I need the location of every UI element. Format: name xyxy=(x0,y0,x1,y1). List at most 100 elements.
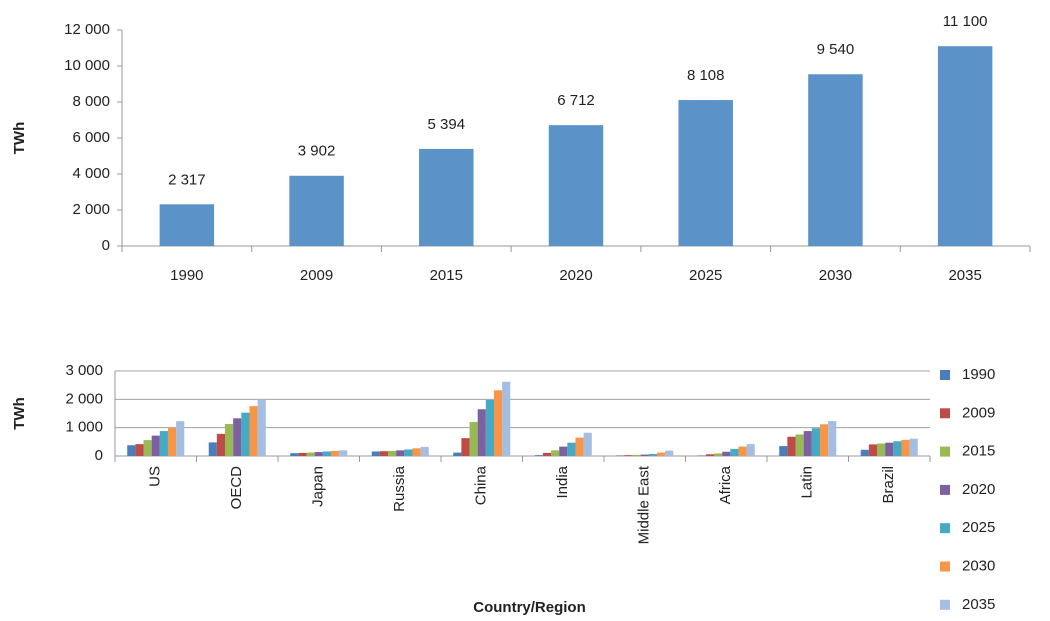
bar xyxy=(548,125,604,246)
x-tick-label: China xyxy=(473,465,490,505)
bar xyxy=(551,450,560,456)
bar xyxy=(419,148,474,246)
bar xyxy=(339,450,348,456)
bar xyxy=(461,438,470,456)
bar xyxy=(249,406,258,456)
value-label: 5 394 xyxy=(428,116,466,133)
x-tick-label: 2030 xyxy=(819,267,852,284)
bar xyxy=(714,453,723,456)
bar xyxy=(730,448,739,456)
x-tick-label: Japan xyxy=(310,466,327,507)
x-tick-label: Brazil xyxy=(880,466,897,504)
y-tick-label: 2 000 xyxy=(65,390,103,407)
legend-swatch xyxy=(940,523,950,534)
x-tick-label: 2009 xyxy=(300,267,333,284)
x-tick-label: 2015 xyxy=(430,267,463,284)
bar xyxy=(811,428,820,456)
bar xyxy=(937,46,993,247)
x-tick-label: Middle East xyxy=(636,465,653,544)
bar xyxy=(678,100,733,246)
x-tick-label: 2020 xyxy=(559,267,592,284)
bar xyxy=(665,450,674,456)
bar xyxy=(127,445,136,456)
bar xyxy=(159,204,215,246)
legend-swatch xyxy=(940,408,950,419)
bar xyxy=(705,454,715,456)
bar xyxy=(559,446,568,456)
bar xyxy=(412,448,421,456)
bar xyxy=(151,435,160,456)
bar xyxy=(722,451,731,456)
bar xyxy=(860,449,869,456)
bar xyxy=(803,431,812,456)
x-axis-label: Country/Region xyxy=(473,599,586,616)
y-tick-label: 3 000 xyxy=(65,362,103,379)
bar xyxy=(322,451,331,456)
bar xyxy=(828,421,837,456)
bar xyxy=(371,451,380,456)
bar xyxy=(241,412,250,456)
value-label: 8 108 xyxy=(687,67,725,84)
legend-swatch xyxy=(940,446,950,457)
bar xyxy=(808,74,863,246)
bar xyxy=(314,452,323,456)
y-tick-label: 8 000 xyxy=(72,93,110,110)
bar xyxy=(697,455,706,456)
y-axis-label: TWh xyxy=(11,122,28,154)
legend-label: 2020 xyxy=(962,481,995,498)
legend-swatch xyxy=(940,561,950,572)
bar xyxy=(159,431,168,456)
legend-label: 2030 xyxy=(962,557,995,574)
x-tick-label: 2025 xyxy=(689,267,722,284)
bar xyxy=(877,443,886,456)
bar xyxy=(632,454,641,456)
bar xyxy=(575,437,584,456)
bar xyxy=(289,175,344,246)
bar xyxy=(738,446,747,456)
x-tick-label: US xyxy=(147,466,164,487)
bar xyxy=(143,440,152,456)
value-label: 3 902 xyxy=(298,143,336,160)
bar xyxy=(420,446,429,456)
value-label: 9 540 xyxy=(817,41,855,58)
legend-label: 2009 xyxy=(962,404,995,421)
bar xyxy=(379,451,389,456)
bar xyxy=(404,449,413,456)
bar xyxy=(493,390,503,456)
bar xyxy=(746,444,755,456)
value-label: 6 712 xyxy=(557,92,595,109)
bar xyxy=(176,421,185,456)
x-tick-label: Russia xyxy=(391,465,408,512)
y-tick-label: 0 xyxy=(102,237,110,254)
bar xyxy=(616,455,625,456)
bar xyxy=(787,436,796,456)
y-tick-label: 10 000 xyxy=(64,57,110,74)
bar xyxy=(135,444,144,456)
y-axis-label: TWh xyxy=(11,397,28,429)
y-tick-label: 0 xyxy=(95,447,103,464)
x-tick-label: OECD xyxy=(228,466,245,510)
legend-swatch xyxy=(940,599,950,610)
bar xyxy=(233,418,242,456)
bar xyxy=(330,450,340,456)
bar xyxy=(502,381,511,456)
bar xyxy=(216,433,226,456)
x-tick-label: Latin xyxy=(799,466,816,499)
bar xyxy=(298,452,307,456)
x-tick-label: Africa xyxy=(717,465,734,504)
legend-label: 2015 xyxy=(962,443,995,460)
legend-swatch xyxy=(940,484,950,495)
y-tick-label: 4 000 xyxy=(72,165,110,182)
bar xyxy=(542,452,552,456)
value-label: 2 317 xyxy=(168,171,206,188)
bar xyxy=(388,450,397,456)
legend-label: 1990 xyxy=(962,366,995,383)
bar xyxy=(901,439,910,456)
bar xyxy=(779,446,788,456)
bar xyxy=(225,423,234,456)
bar xyxy=(469,422,478,456)
bar xyxy=(893,441,902,456)
legend-label: 2025 xyxy=(962,519,995,536)
bar xyxy=(208,442,217,456)
